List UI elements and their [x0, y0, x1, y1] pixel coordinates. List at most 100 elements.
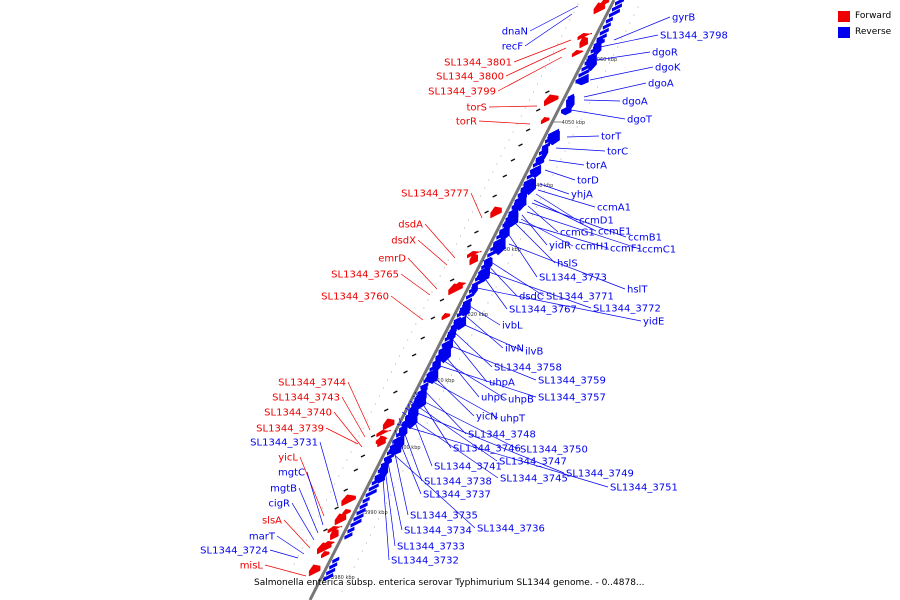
- reverse-gene-label[interactable]: SL1344_3749: [566, 469, 634, 480]
- reverse-gene-label[interactable]: dgoR: [652, 48, 678, 59]
- reverse-gene-block[interactable]: [590, 46, 598, 54]
- reverse-gene-block[interactable]: [584, 57, 594, 66]
- reverse-gene-block[interactable]: [542, 142, 551, 150]
- forward-gene-label[interactable]: SL1344_3731: [250, 438, 318, 449]
- reverse-gene-block[interactable]: [545, 136, 553, 144]
- reverse-gene-block[interactable]: [420, 382, 429, 390]
- reverse-gene-block[interactable]: [441, 338, 453, 348]
- reverse-gene-block[interactable]: [508, 207, 518, 216]
- reverse-gene-block[interactable]: [475, 273, 486, 282]
- forward-gene-label[interactable]: emrD: [378, 254, 406, 265]
- reverse-gene-block[interactable]: [517, 188, 529, 198]
- reverse-gene-block[interactable]: [380, 458, 392, 468]
- reverse-gene-block[interactable]: [599, 27, 609, 36]
- forward-gene-label[interactable]: recF: [502, 42, 524, 53]
- reverse-gene-label[interactable]: SL1344_3771: [546, 292, 614, 303]
- reverse-gene-label[interactable]: SL1344_3741: [434, 462, 502, 473]
- forward-gene-label[interactable]: dsdX: [391, 236, 416, 247]
- forward-gene-label[interactable]: SL1344_3739: [256, 424, 324, 435]
- reverse-gene-arrow[interactable]: [561, 104, 572, 116]
- forward-gene-arrow[interactable]: [342, 509, 351, 517]
- reverse-gene-label[interactable]: SL1344_3748: [468, 430, 536, 441]
- reverse-gene-label[interactable]: ccmB1: [628, 233, 662, 244]
- forward-gene-arrow[interactable]: [540, 117, 550, 125]
- reverse-gene-block[interactable]: [365, 488, 377, 498]
- reverse-gene-label[interactable]: SL1344_3735: [410, 511, 478, 522]
- reverse-gene-block[interactable]: [411, 398, 423, 408]
- forward-gene-label[interactable]: torS: [467, 103, 488, 114]
- reverse-gene-block[interactable]: [472, 278, 484, 288]
- forward-gene-arrow[interactable]: [334, 513, 347, 526]
- reverse-gene-block[interactable]: [535, 153, 546, 162]
- reverse-gene-label[interactable]: ilvN: [505, 344, 524, 355]
- reverse-gene-block[interactable]: [359, 502, 368, 510]
- reverse-gene-label[interactable]: SL1344_3746: [453, 444, 521, 455]
- reverse-gene-block[interactable]: [426, 368, 438, 378]
- reverse-gene-label[interactable]: dgoA: [622, 97, 648, 108]
- reverse-gene-block[interactable]: [614, 0, 624, 6]
- reverse-gene-block[interactable]: [548, 128, 560, 138]
- reverse-gene-label[interactable]: SL1344_3745: [500, 474, 568, 485]
- reverse-gene-label[interactable]: ccmD1: [579, 216, 614, 227]
- reverse-gene-block[interactable]: [581, 63, 592, 72]
- forward-gene-label[interactable]: SL1344_3801: [444, 58, 512, 69]
- reverse-gene-block[interactable]: [526, 172, 535, 180]
- reverse-gene-block[interactable]: [368, 483, 379, 492]
- reverse-gene-block[interactable]: [408, 406, 416, 414]
- forward-gene-label[interactable]: dsdA: [398, 220, 423, 231]
- forward-gene-label[interactable]: SL1344_3800: [436, 72, 504, 83]
- forward-gene-label[interactable]: mgtB: [270, 484, 297, 495]
- reverse-gene-block[interactable]: [362, 496, 370, 504]
- reverse-gene-block[interactable]: [608, 8, 620, 18]
- reverse-gene-block[interactable]: [575, 76, 583, 84]
- reverse-gene-block[interactable]: [499, 226, 507, 234]
- reverse-gene-block[interactable]: [326, 567, 336, 576]
- reverse-gene-block[interactable]: [466, 292, 475, 300]
- reverse-gene-label[interactable]: ccmA1: [597, 203, 631, 214]
- reverse-gene-label[interactable]: SL1344_3773: [539, 273, 607, 284]
- reverse-gene-label[interactable]: ccmF1: [610, 244, 643, 255]
- reverse-gene-block[interactable]: [578, 68, 590, 78]
- reverse-gene-block[interactable]: [423, 376, 431, 384]
- forward-gene-label[interactable]: SL1344_3724: [200, 546, 268, 557]
- reverse-gene-block[interactable]: [377, 466, 385, 474]
- reverse-gene-block[interactable]: [611, 3, 622, 12]
- reverse-gene-block[interactable]: [417, 387, 427, 396]
- reverse-gene-label[interactable]: SL1344_3798: [660, 31, 728, 42]
- reverse-gene-label[interactable]: ccmC1: [642, 245, 676, 256]
- reverse-gene-block[interactable]: [487, 248, 499, 258]
- reverse-gene-block[interactable]: [414, 393, 425, 402]
- reverse-gene-block[interactable]: [523, 177, 533, 186]
- reverse-gene-block[interactable]: [587, 52, 596, 60]
- reverse-gene-label[interactable]: ccmG1: [560, 228, 595, 239]
- reverse-gene-label[interactable]: SL1344_3767: [509, 305, 577, 316]
- forward-gene-arrow[interactable]: [577, 32, 592, 41]
- reverse-gene-block[interactable]: [511, 202, 520, 210]
- forward-gene-label[interactable]: SL1344_3740: [264, 408, 332, 419]
- reverse-gene-label[interactable]: ccmE1: [598, 227, 631, 238]
- reverse-gene-label[interactable]: yicN: [476, 412, 498, 423]
- reverse-gene-block[interactable]: [444, 333, 455, 342]
- reverse-gene-block[interactable]: [459, 303, 470, 312]
- forward-gene-label[interactable]: SL1344_3777: [401, 189, 469, 200]
- reverse-gene-label[interactable]: SL1344_3732: [391, 556, 459, 567]
- reverse-gene-block[interactable]: [514, 196, 522, 204]
- reverse-gene-label[interactable]: SL1344_3758: [494, 363, 562, 374]
- reverse-gene-label[interactable]: SL1344_3757: [538, 393, 606, 404]
- forward-gene-arrow[interactable]: [469, 253, 478, 266]
- reverse-gene-block[interactable]: [532, 158, 544, 168]
- forward-gene-label[interactable]: SL1344_3760: [321, 292, 389, 303]
- reverse-gene-block[interactable]: [432, 357, 442, 366]
- forward-gene-arrow[interactable]: [376, 429, 391, 438]
- reverse-gene-block[interactable]: [399, 423, 410, 432]
- reverse-gene-label[interactable]: ilvB: [525, 347, 543, 358]
- reverse-gene-block[interactable]: [453, 316, 461, 324]
- reverse-gene-label[interactable]: SL1344_3747: [499, 457, 567, 468]
- reverse-gene-label[interactable]: SL1344_3772: [593, 304, 661, 315]
- reverse-gene-block[interactable]: [520, 183, 531, 192]
- reverse-gene-block[interactable]: [405, 412, 414, 420]
- reverse-gene-block[interactable]: [602, 22, 611, 30]
- reverse-gene-block[interactable]: [462, 297, 472, 306]
- reverse-gene-label[interactable]: uhpC: [481, 393, 507, 404]
- reverse-gene-block[interactable]: [484, 256, 492, 264]
